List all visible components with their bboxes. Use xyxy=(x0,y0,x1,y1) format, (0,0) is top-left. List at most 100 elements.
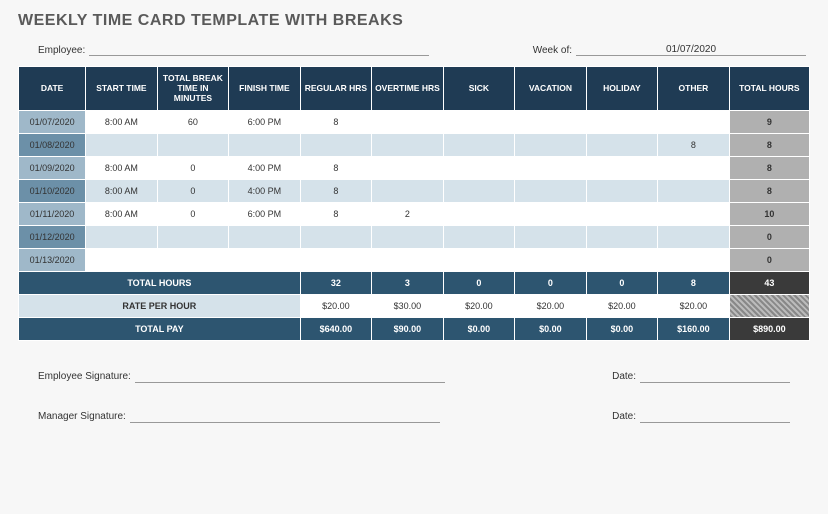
rate-ot[interactable]: $30.00 xyxy=(372,294,444,317)
manager-sig-date-label: Date: xyxy=(612,411,640,423)
th-sick: SICK xyxy=(443,67,515,111)
cell-reg[interactable]: 8 xyxy=(300,202,372,225)
rate-hol[interactable]: $20.00 xyxy=(586,294,658,317)
cell-break[interactable]: 0 xyxy=(157,156,229,179)
cell-break[interactable] xyxy=(157,248,229,271)
cell-vac[interactable] xyxy=(515,156,587,179)
rate-sick[interactable]: $20.00 xyxy=(443,294,515,317)
th-date: DATE xyxy=(19,67,86,111)
cell-sick[interactable] xyxy=(443,133,515,156)
cell-other[interactable] xyxy=(658,156,730,179)
cell-finish[interactable] xyxy=(229,133,301,156)
sum-ot: 3 xyxy=(372,271,444,294)
cell-break[interactable]: 0 xyxy=(157,202,229,225)
manager-sig-line[interactable] xyxy=(130,411,440,423)
cell-ot[interactable] xyxy=(372,156,444,179)
cell-sick[interactable] xyxy=(443,110,515,133)
cell-reg[interactable] xyxy=(300,133,372,156)
cell-reg[interactable] xyxy=(300,225,372,248)
cell-finish[interactable]: 6:00 PM xyxy=(229,110,301,133)
cell-sick[interactable] xyxy=(443,202,515,225)
date-cell: 01/10/2020 xyxy=(19,179,86,202)
cell-reg[interactable]: 8 xyxy=(300,179,372,202)
pay-vac: $0.00 xyxy=(515,317,587,340)
sum-vac: 0 xyxy=(515,271,587,294)
rate-vac[interactable]: $20.00 xyxy=(515,294,587,317)
cell-ot[interactable] xyxy=(372,133,444,156)
cell-ot[interactable] xyxy=(372,225,444,248)
cell-hol[interactable] xyxy=(586,248,658,271)
cell-finish[interactable]: 4:00 PM xyxy=(229,179,301,202)
cell-hol[interactable] xyxy=(586,179,658,202)
employee-sig-line[interactable] xyxy=(135,371,445,383)
cell-ot[interactable] xyxy=(372,179,444,202)
sum-hol: 0 xyxy=(586,271,658,294)
th-overtime: OVERTIME HRS xyxy=(372,67,444,111)
summary-rate: RATE PER HOUR $20.00 $30.00 $20.00 $20.0… xyxy=(19,294,810,317)
cell-sick[interactable] xyxy=(443,179,515,202)
cell-start[interactable]: 8:00 AM xyxy=(86,156,158,179)
cell-other[interactable] xyxy=(658,248,730,271)
table-row: 01/07/20208:00 AM606:00 PM89 xyxy=(19,110,810,133)
employee-sig-date-line[interactable] xyxy=(640,371,790,383)
cell-finish[interactable] xyxy=(229,248,301,271)
cell-finish[interactable]: 6:00 PM xyxy=(229,202,301,225)
row-total: 8 xyxy=(729,156,809,179)
cell-break[interactable]: 0 xyxy=(157,179,229,202)
cell-hol[interactable] xyxy=(586,110,658,133)
rate-other[interactable]: $20.00 xyxy=(658,294,730,317)
rate-label: RATE PER HOUR xyxy=(19,294,301,317)
th-totalhours: TOTAL HOURS xyxy=(729,67,809,111)
weekof-label: Week of: xyxy=(533,45,576,56)
cell-vac[interactable] xyxy=(515,133,587,156)
cell-sick[interactable] xyxy=(443,156,515,179)
table-row: 01/10/20208:00 AM04:00 PM88 xyxy=(19,179,810,202)
employee-value[interactable] xyxy=(89,44,429,56)
cell-sick[interactable] xyxy=(443,248,515,271)
cell-break[interactable] xyxy=(157,225,229,248)
cell-vac[interactable] xyxy=(515,248,587,271)
date-cell: 01/08/2020 xyxy=(19,133,86,156)
th-start: START TIME xyxy=(86,67,158,111)
signature-block: Employee Signature: Date: Manager Signat… xyxy=(18,371,810,423)
cell-vac[interactable] xyxy=(515,225,587,248)
rate-reg[interactable]: $20.00 xyxy=(300,294,372,317)
cell-other[interactable]: 8 xyxy=(658,133,730,156)
cell-reg[interactable] xyxy=(300,248,372,271)
cell-other[interactable] xyxy=(658,225,730,248)
cell-ot[interactable] xyxy=(372,248,444,271)
date-cell: 01/11/2020 xyxy=(19,202,86,225)
weekof-value[interactable]: 01/07/2020 xyxy=(576,44,806,56)
cell-ot[interactable]: 2 xyxy=(372,202,444,225)
manager-sig-date-line[interactable] xyxy=(640,411,790,423)
cell-vac[interactable] xyxy=(515,179,587,202)
cell-break[interactable] xyxy=(157,133,229,156)
employee-label: Employee: xyxy=(38,45,89,56)
cell-start[interactable]: 8:00 AM xyxy=(86,202,158,225)
cell-start[interactable] xyxy=(86,225,158,248)
cell-start[interactable] xyxy=(86,248,158,271)
cell-hol[interactable] xyxy=(586,156,658,179)
cell-vac[interactable] xyxy=(515,110,587,133)
cell-hol[interactable] xyxy=(586,225,658,248)
cell-finish[interactable]: 4:00 PM xyxy=(229,156,301,179)
cell-sick[interactable] xyxy=(443,225,515,248)
cell-start[interactable]: 8:00 AM xyxy=(86,110,158,133)
cell-other[interactable] xyxy=(658,179,730,202)
cell-other[interactable] xyxy=(658,202,730,225)
cell-reg[interactable]: 8 xyxy=(300,110,372,133)
cell-vac[interactable] xyxy=(515,202,587,225)
page-title: WEEKLY TIME CARD TEMPLATE WITH BREAKS xyxy=(18,12,810,30)
cell-start[interactable]: 8:00 AM xyxy=(86,179,158,202)
cell-hol[interactable] xyxy=(586,133,658,156)
row-total: 0 xyxy=(729,248,809,271)
summary-pay: TOTAL PAY $640.00 $90.00 $0.00 $0.00 $0.… xyxy=(19,317,810,340)
cell-start[interactable] xyxy=(86,133,158,156)
cell-hol[interactable] xyxy=(586,202,658,225)
cell-reg[interactable]: 8 xyxy=(300,156,372,179)
cell-finish[interactable] xyxy=(229,225,301,248)
cell-break[interactable]: 60 xyxy=(157,110,229,133)
th-holiday: HOLIDAY xyxy=(586,67,658,111)
cell-ot[interactable] xyxy=(372,110,444,133)
cell-other[interactable] xyxy=(658,110,730,133)
